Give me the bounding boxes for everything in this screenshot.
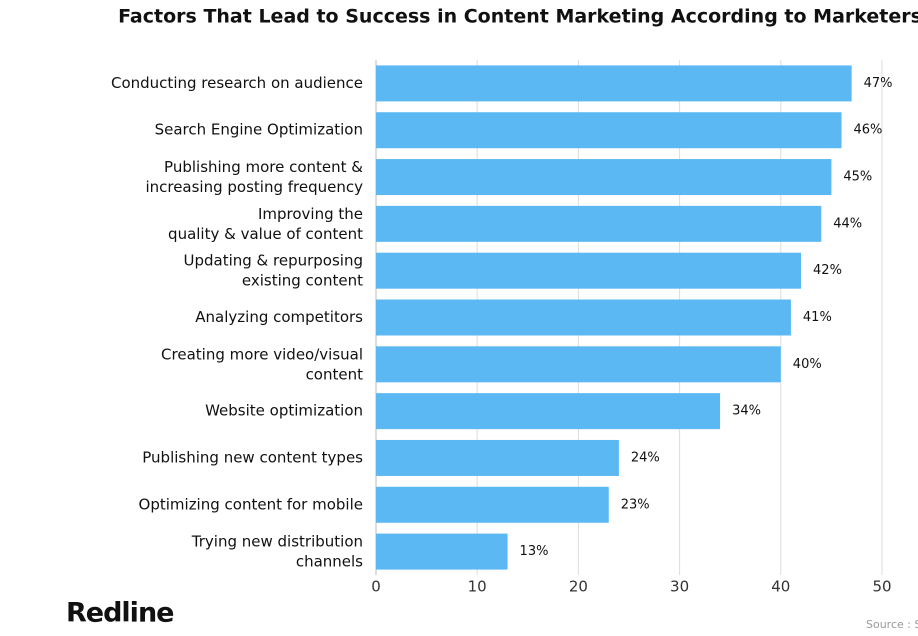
- value-label: 44%: [833, 216, 862, 231]
- bar: [376, 159, 832, 196]
- bar: [376, 65, 852, 102]
- bar: [376, 299, 791, 336]
- y-tick-label: Conducting research on audience: [111, 74, 363, 92]
- y-tick-label: Analyzing competitors: [195, 308, 363, 326]
- value-label: 23%: [621, 497, 650, 512]
- y-tick-label: Creating more video/visual content: [161, 345, 363, 383]
- value-label: 34%: [732, 404, 761, 419]
- bar: [376, 533, 508, 570]
- y-tick-label: Trying new distribution channels: [191, 532, 363, 570]
- y-tick-label: Optimizing content for mobile: [139, 495, 363, 513]
- x-tick-label: 40: [771, 578, 790, 596]
- y-tick-label: Publishing more content & increasing post…: [145, 158, 363, 196]
- value-label: 45%: [843, 170, 872, 185]
- bar: [376, 393, 721, 430]
- source: Source : S: [866, 618, 918, 631]
- bar: [376, 346, 781, 383]
- bar: [376, 252, 802, 289]
- y-tick-label: Improving the quality & value of content: [168, 204, 363, 242]
- value-label: 41%: [803, 310, 832, 325]
- chart-title: Factors That Lead to Success in Content …: [118, 6, 918, 28]
- value-label: 24%: [631, 450, 660, 465]
- y-tick-label: Publishing new content types: [142, 448, 363, 466]
- bar: [376, 205, 822, 242]
- y-tick-label: Search Engine Optimization: [155, 121, 363, 139]
- bar: [376, 486, 609, 523]
- y-tick-label: Website optimization: [205, 402, 363, 420]
- x-tick-label: 20: [569, 578, 588, 596]
- x-tick-label: 0: [371, 578, 381, 596]
- value-label: 42%: [813, 263, 842, 278]
- value-label: 46%: [854, 123, 883, 138]
- x-tick-label: 30: [670, 578, 689, 596]
- bar: [376, 112, 842, 149]
- value-label: 13%: [520, 544, 549, 559]
- x-tick-label: 50: [872, 578, 891, 596]
- y-tick-label: Updating & repurposing existing content: [184, 251, 364, 289]
- x-tick-label: 10: [468, 578, 487, 596]
- value-label: 47%: [864, 76, 893, 91]
- brand: Redline: [66, 598, 173, 629]
- bar: [376, 439, 619, 476]
- value-label: 40%: [793, 357, 822, 372]
